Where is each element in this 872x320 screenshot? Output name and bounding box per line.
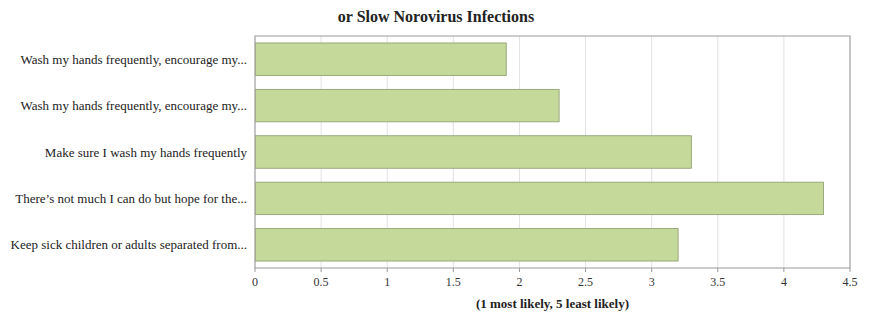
tick [321,268,322,272]
category-label: Wash my hands frequently, encourage my..… [20,98,247,113]
value-axis: 0 0.5 1 1.5 2 2.5 3 3.5 4 4.5 [252,268,858,289]
tick-label: 1 [384,275,390,289]
tick-label: 2.5 [578,275,593,289]
category-label: There’s not much I can do but hope for t… [15,191,247,206]
tick [783,268,784,272]
tick [387,268,388,272]
title: or Slow Norovirus Infections [338,8,534,25]
grid-line [717,36,718,268]
chart: or Slow Norovirus Infections Keep sick ch… [0,0,872,320]
bar [255,136,691,168]
tick-label: 0 [252,275,258,289]
plot-frame [255,36,850,268]
tick [850,268,851,272]
tick [255,268,256,272]
tick-label: 3 [649,275,655,289]
tick [585,268,586,272]
bars [255,43,824,261]
bar [255,43,506,75]
category-label: Wash my hands frequently, encourage my..… [20,52,247,67]
tick-label: 4.5 [843,275,858,289]
tick [651,268,652,272]
bar [255,182,824,214]
tick-label: 4 [781,275,787,289]
page: {"chart_data": {"type": "bar", "orientat… [0,0,872,320]
tick-label: 2 [516,275,522,289]
bar [255,89,559,121]
bar [255,229,678,261]
tick [717,268,718,272]
category-label: Keep sick children or adults separated f… [11,237,247,252]
tick [453,268,454,272]
grid [255,36,850,268]
tick [519,268,520,272]
grid-line [783,36,784,268]
category-label: Make sure I wash my hands frequently [45,145,248,160]
axis-label: (1 most likely, 5 least likely) [476,296,629,311]
plot-background [255,36,850,268]
tick-label: 3.5 [710,275,725,289]
tick-label: 1.5 [446,275,461,289]
tick-label: 0.5 [314,275,329,289]
